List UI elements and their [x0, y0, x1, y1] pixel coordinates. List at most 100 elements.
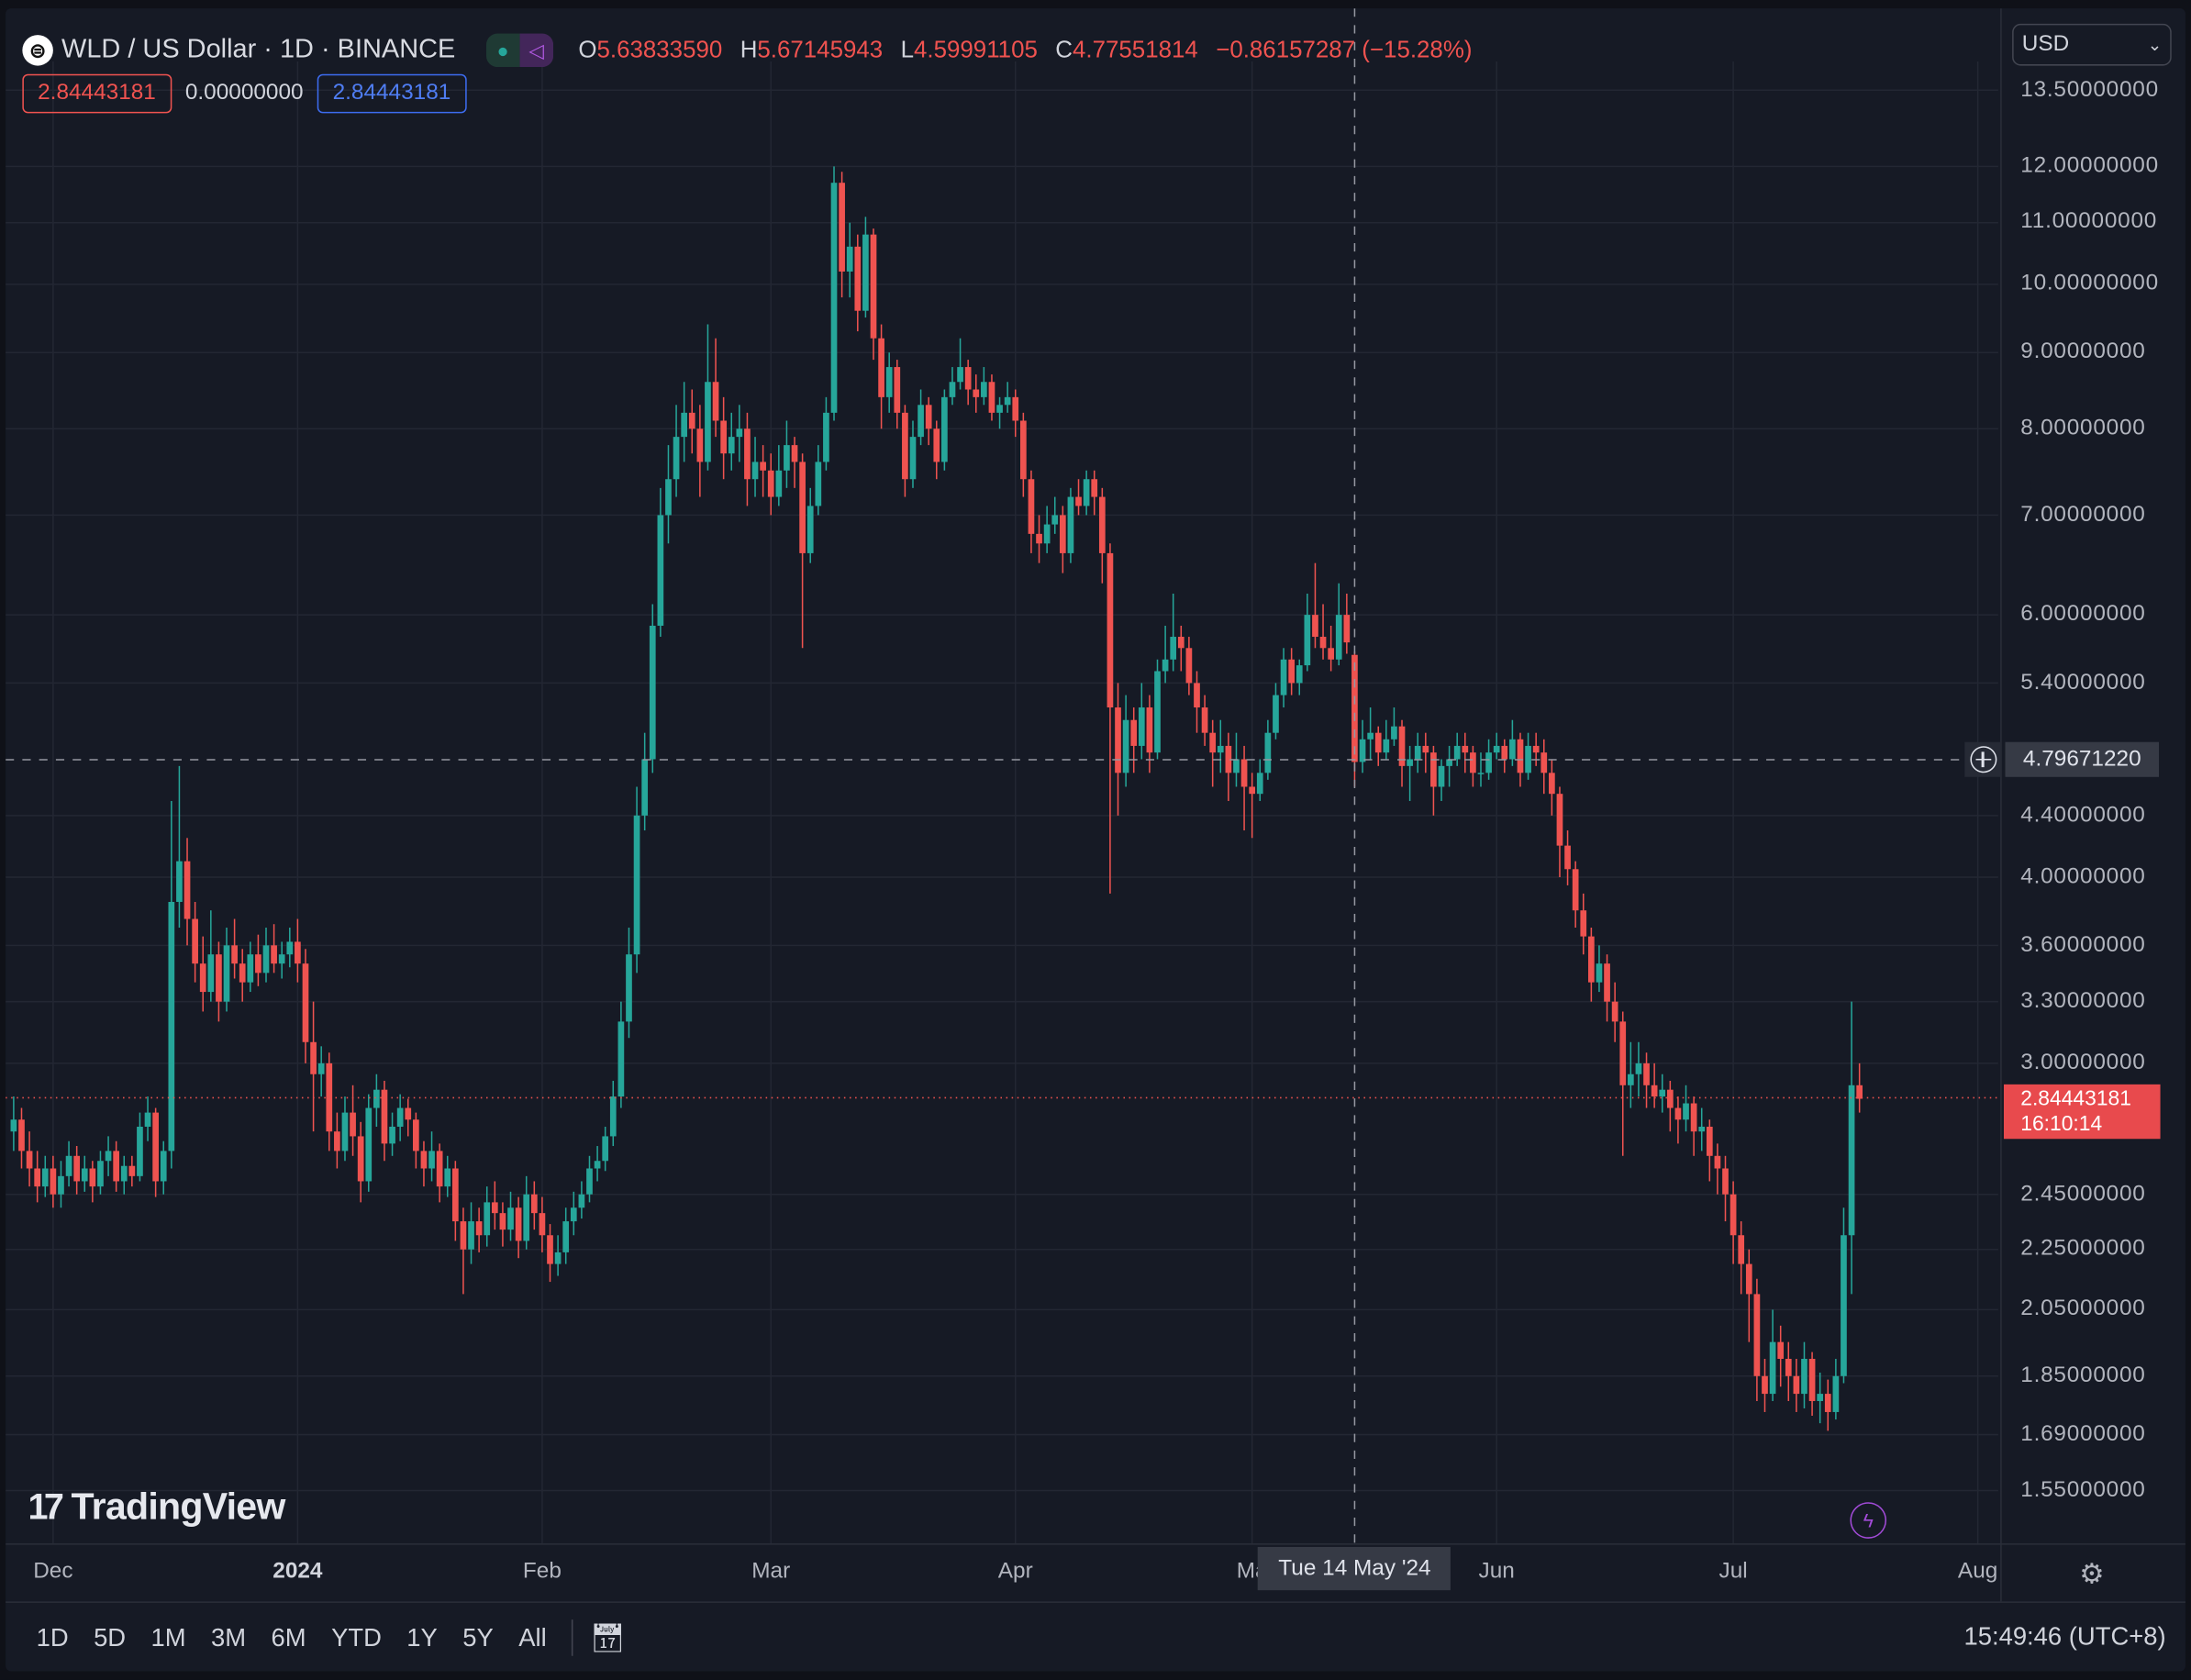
candle-body [1185, 648, 1193, 684]
candle-body [207, 954, 215, 993]
candle-body [1414, 745, 1421, 760]
crosshair-date-label: Tue 14 May '24 [1258, 1546, 1451, 1591]
candle-body [823, 412, 829, 462]
currency-value: USD [2021, 32, 2070, 56]
candle-body [562, 1221, 570, 1252]
calendar-goto-icon[interactable]: 📅︎ [589, 1622, 626, 1654]
candle-body [1083, 479, 1090, 506]
candle-body [1643, 1063, 1650, 1085]
candle-body [862, 234, 869, 311]
candle-body [1335, 615, 1342, 660]
candle-body [1604, 963, 1610, 1002]
candle-body [751, 462, 759, 480]
candle-body [1817, 1394, 1824, 1401]
candle-body [894, 367, 901, 413]
candle-body [405, 1107, 412, 1120]
legend-status-pill[interactable]: ● ◁ [485, 33, 553, 68]
range-button-ytd[interactable]: YTD [331, 1622, 382, 1652]
candle-body [1841, 1235, 1847, 1376]
candle-body [81, 1168, 88, 1182]
price-tick-label: 3.60000000 [2020, 932, 2146, 957]
candle-body [373, 1089, 380, 1108]
candle-body [1856, 1085, 1863, 1099]
candle-body [97, 1161, 104, 1187]
price-tick-label: 3.30000000 [2020, 988, 2146, 1013]
candle-body [775, 470, 783, 497]
price-tick-label: 5.40000000 [2020, 670, 2146, 695]
candle-body [34, 1168, 41, 1187]
candle-body [1501, 745, 1508, 760]
price-tick-label: 2.25000000 [2020, 1237, 2146, 1261]
candle-body [26, 1151, 33, 1169]
candle-body [909, 437, 917, 480]
symbol-title[interactable]: WLD / US Dollar · 1D · BINANCE [61, 35, 456, 65]
candle-body [1319, 637, 1327, 649]
tradingview-wordmark: TradingView [71, 1485, 286, 1528]
candle-body [18, 1119, 25, 1152]
open-label: O [578, 36, 597, 63]
candle-body [1209, 732, 1217, 753]
range-button-5y[interactable]: 5Y [462, 1622, 494, 1652]
candle-body [964, 367, 972, 390]
candle-body [1462, 745, 1469, 753]
candle-body [223, 945, 230, 1002]
candle-body [681, 412, 688, 438]
candle-body [617, 1021, 625, 1097]
candle-body [326, 1063, 333, 1132]
candle-body [1549, 773, 1555, 795]
candle-body [1588, 936, 1595, 983]
candlestick-chart[interactable] [6, 8, 2185, 1602]
candle-body [1225, 745, 1232, 773]
time-tick-label: 2024 [272, 1559, 323, 1584]
candle-body [317, 1063, 325, 1074]
candle-body [1328, 648, 1334, 660]
candle-body [1233, 759, 1240, 773]
candle-body [1194, 683, 1200, 708]
candle-body [712, 382, 719, 421]
candle-body [515, 1207, 522, 1241]
candle-body [1304, 615, 1311, 666]
range-button-1y[interactable]: 1Y [406, 1622, 438, 1652]
candle-body [1422, 745, 1429, 753]
candle-body [1619, 1021, 1627, 1085]
candle-body [1611, 1001, 1618, 1022]
candle-body [262, 945, 270, 974]
currency-select[interactable]: USD ⌄ [2012, 23, 2172, 66]
candle-body [657, 515, 664, 626]
time-tick-label: Jul [1718, 1559, 1748, 1584]
candle-body [160, 1151, 167, 1182]
range-button-1d[interactable]: 1D [36, 1622, 69, 1652]
sell-price-button[interactable]: 2.84443181 [22, 73, 172, 114]
range-button-1m[interactable]: 1M [150, 1622, 186, 1652]
tradingview-logo[interactable]: 17 TradingView [28, 1485, 286, 1529]
clock-timezone[interactable]: 15:49:46 (UTC+8) [1963, 1622, 2166, 1651]
candle-body [705, 382, 711, 462]
candle-body [830, 183, 838, 413]
candle-body [1596, 963, 1603, 983]
candle-body [389, 1126, 395, 1144]
candle-body [1674, 1107, 1682, 1120]
candle-body [602, 1136, 609, 1162]
range-button-3m[interactable]: 3M [211, 1622, 247, 1652]
candle-body [1453, 745, 1461, 760]
candle-body [1130, 719, 1138, 746]
price-tick-label: 11.00000000 [2020, 209, 2158, 234]
candle-body [286, 941, 294, 955]
range-button-6m[interactable]: 6M [271, 1622, 306, 1652]
candle-body [1146, 707, 1153, 753]
lightning-icon[interactable]: ϟ [1850, 1502, 1887, 1539]
candle-body [1067, 496, 1074, 553]
candle-body [428, 1151, 435, 1169]
candle-body [1280, 659, 1287, 695]
candle-body [10, 1119, 17, 1132]
buy-price-button[interactable]: 2.84443181 [317, 73, 467, 114]
candle-body [1706, 1126, 1713, 1156]
candle-body [302, 963, 309, 1042]
toolbar-divider [572, 1619, 573, 1656]
candle-body [1627, 1074, 1634, 1085]
range-button-all[interactable]: All [518, 1622, 547, 1652]
range-button-5d[interactable]: 5D [94, 1622, 127, 1652]
low-label: L [900, 36, 915, 63]
gear-icon[interactable]: ⚙ [2079, 1559, 2105, 1591]
add-alert-plus-button[interactable] [1964, 741, 2001, 777]
